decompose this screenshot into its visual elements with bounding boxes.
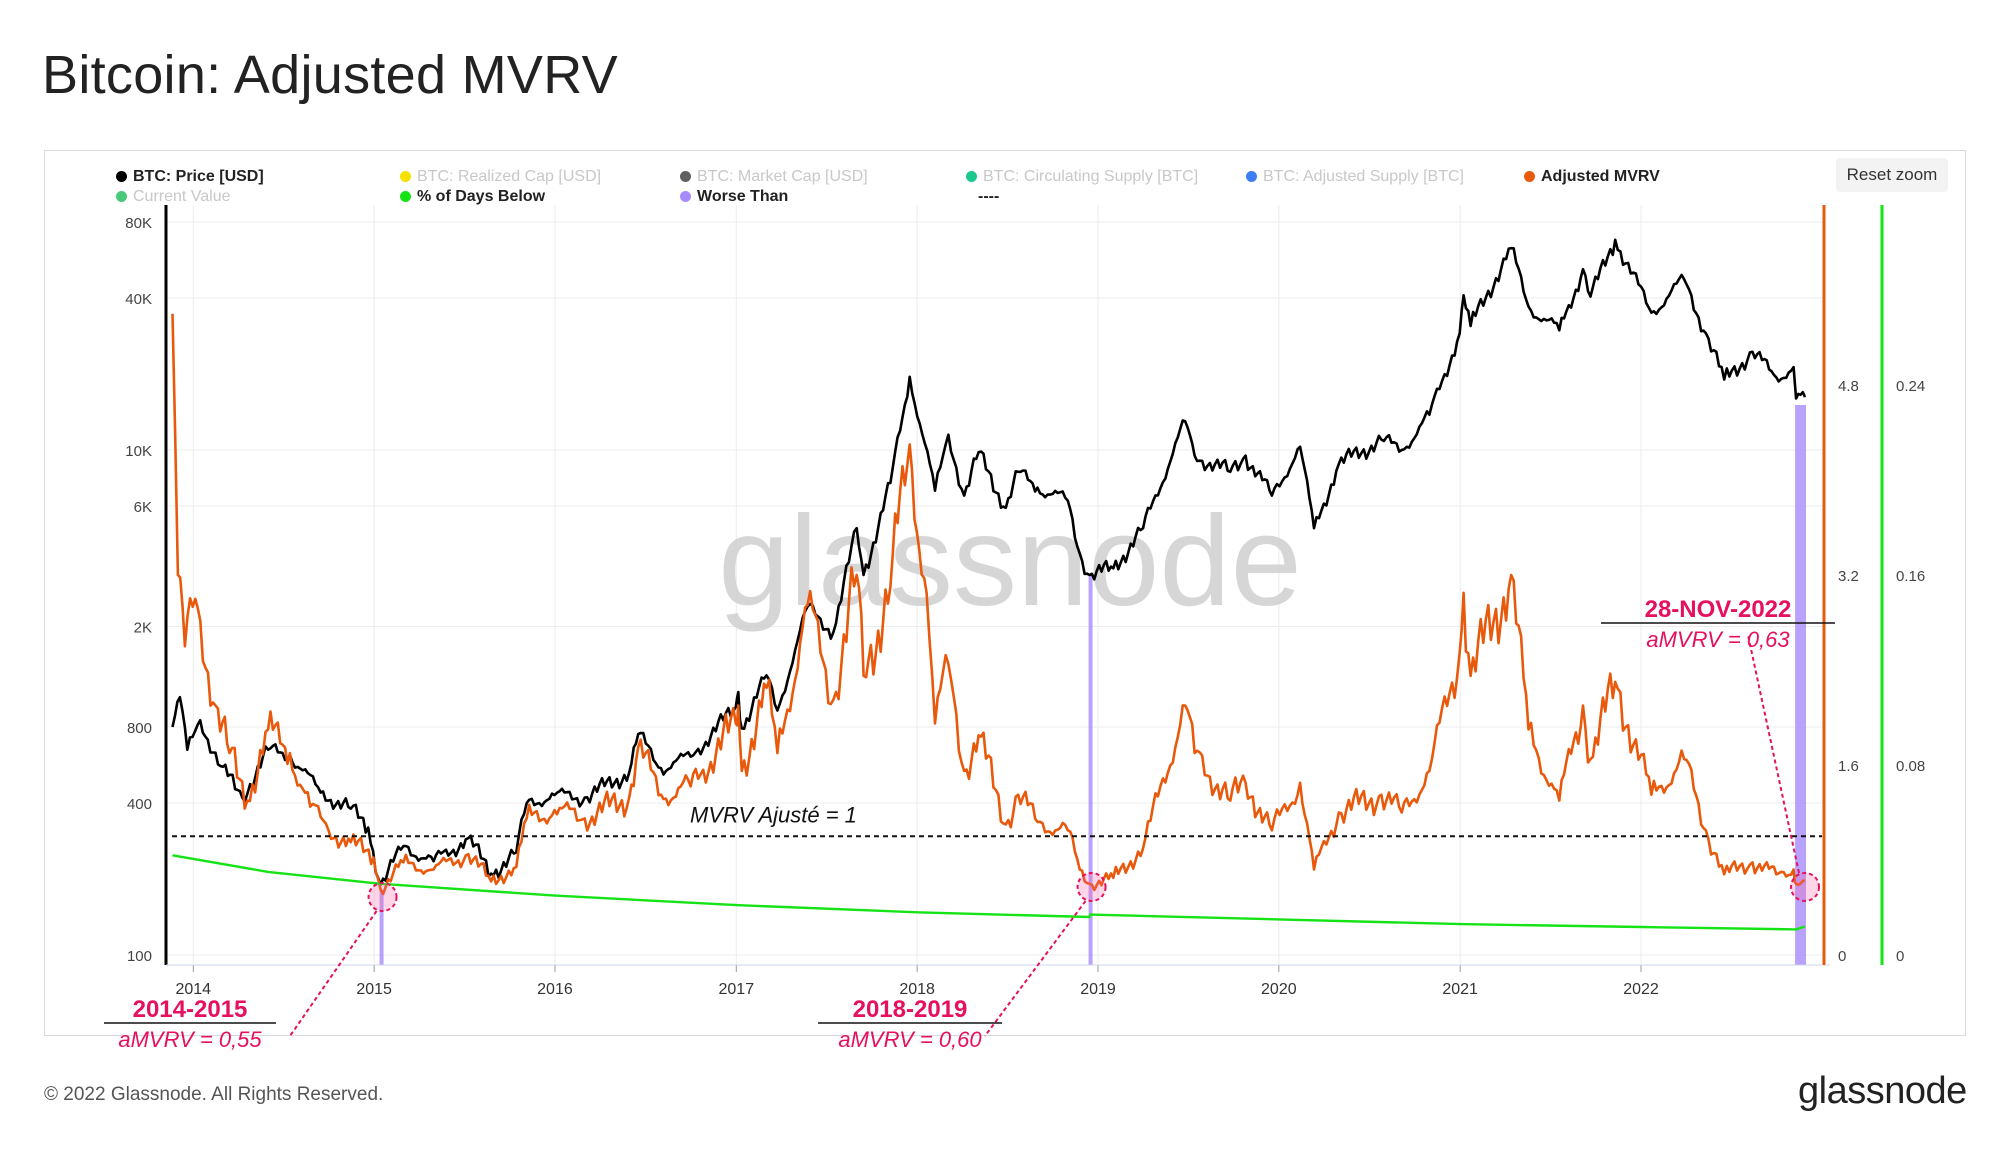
legend-item[interactable]: Worse Than [680, 188, 788, 206]
legend-label: % of Days Below [417, 188, 546, 205]
brand-logo: glassnode [1798, 1070, 1967, 1112]
legend-item[interactable]: Current Value [116, 188, 231, 206]
legend-item[interactable]: BTC: Realized Cap [USD] [400, 168, 601, 186]
legend-label: Adjusted MVRV [1541, 168, 1660, 185]
legend-label: BTC: Market Cap [USD] [697, 168, 868, 185]
copyright-text: © 2022 Glassnode. All Rights Reserved. [44, 1084, 384, 1105]
legend-item[interactable]: Adjusted MVRV [1524, 168, 1660, 186]
legend-marker-icon [116, 191, 127, 202]
legend-item[interactable]: BTC: Market Cap [USD] [680, 168, 868, 186]
legend-label: BTC: Circulating Supply [BTC] [983, 168, 1199, 185]
legend-marker-icon [400, 191, 411, 202]
legend-label: BTC: Adjusted Supply [BTC] [1263, 168, 1464, 185]
legend-label: BTC: Price [USD] [133, 168, 264, 185]
legend-label: ---- [978, 188, 1000, 205]
legend-marker-icon [116, 171, 127, 182]
legend-item[interactable]: % of Days Below [400, 188, 545, 206]
legend-label: BTC: Realized Cap [USD] [417, 168, 602, 185]
legend-marker-icon [680, 191, 691, 202]
reset-zoom-button[interactable]: Reset zoom [1836, 158, 1948, 192]
legend-item[interactable]: ---- [978, 188, 999, 206]
legend-marker-icon [680, 171, 691, 182]
legend-marker-icon [400, 171, 411, 182]
legend-marker-icon [1246, 171, 1257, 182]
legend-marker-icon [966, 171, 977, 182]
legend-item[interactable]: BTC: Adjusted Supply [BTC] [1246, 168, 1464, 186]
legend-marker-icon [1524, 171, 1535, 182]
legend-label: Worse Than [697, 188, 789, 205]
page-title: Bitcoin: Adjusted MVRV [42, 45, 618, 105]
legend-label: Current Value [133, 188, 231, 205]
legend-item[interactable]: BTC: Price [USD] [116, 168, 264, 186]
legend-item[interactable]: BTC: Circulating Supply [BTC] [966, 168, 1198, 186]
chart-frame [44, 150, 1966, 1036]
